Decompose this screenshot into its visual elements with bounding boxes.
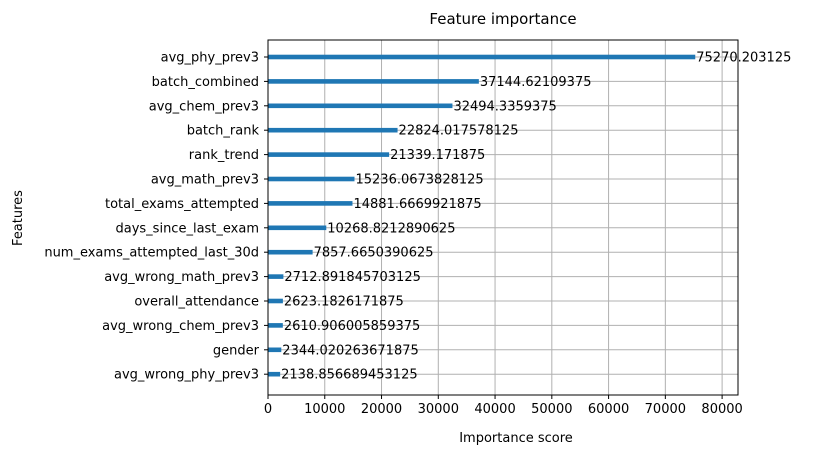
value-label: 32494.3359375 [453, 99, 556, 114]
bar [268, 323, 283, 328]
value-label: 2610.906005859375 [284, 319, 420, 334]
value-label: 75270.203125 [696, 51, 791, 66]
x-tick-label: 80000 [701, 402, 742, 417]
y-tick-label: batch_combined [152, 75, 259, 90]
y-tick-label: days_since_last_exam [116, 221, 260, 236]
value-label: 14881.6669921875 [353, 197, 481, 212]
x-tick-label: 10000 [304, 402, 345, 417]
value-label: 22824.017578125 [399, 124, 519, 139]
value-label: 15236.0673828125 [355, 173, 483, 188]
x-tick-label: 50000 [531, 402, 572, 417]
x-tick-label: 0 [264, 402, 272, 417]
bar [268, 54, 696, 60]
bar [268, 201, 353, 206]
bar [268, 127, 398, 133]
y-tick-label: avg_wrong_math_prev3 [104, 270, 259, 285]
value-label: 21339.171875 [390, 148, 485, 163]
y-tick-label: avg_wrong_phy_prev3 [114, 368, 259, 383]
value-label: 2344.020263671875 [282, 343, 418, 358]
bar [268, 176, 355, 182]
value-label: 2623.1826171875 [284, 295, 404, 310]
plot-frame [267, 39, 739, 396]
value-label: 10268.8212890625 [327, 221, 455, 236]
y-tick-label: overall_attendance [134, 295, 259, 310]
bar [268, 371, 281, 377]
value-label: 2138.856689453125 [281, 368, 417, 383]
bar [268, 79, 479, 84]
x-axis-label: Importance score [459, 431, 573, 446]
x-tick-label: 60000 [588, 402, 629, 417]
y-tick-label: batch_rank [187, 124, 260, 139]
value-label: 37144.62109375 [480, 75, 592, 90]
y-tick-label: avg_math_prev3 [151, 173, 259, 188]
bar [268, 274, 284, 279]
bars [268, 54, 696, 377]
y-tick-label: avg_wrong_chem_prev3 [102, 319, 259, 334]
y-axis-ticks: avg_phy_prev3 batch_combined avg_chem_prev… [44, 51, 268, 383]
value-labels: 75270.203125 37144.62109375 32494.3359375 2… [281, 51, 791, 383]
y-tick-label: avg_chem_prev3 [149, 99, 259, 114]
x-tick-label: 40000 [474, 402, 515, 417]
x-tick-label: 20000 [361, 402, 402, 417]
grid-lines [267, 40, 738, 395]
bar [268, 249, 313, 255]
x-axis-ticks: 0 10000 20000 30000 40000 50000 60000 70000 8000… [264, 395, 743, 417]
bar [268, 298, 283, 304]
value-label: 7857.6650390625 [314, 246, 434, 261]
chart-title: Feature importance [429, 10, 576, 28]
bar [268, 225, 327, 231]
y-tick-label: rank_trend [189, 148, 259, 163]
bar [268, 103, 453, 109]
y-tick-label: avg_phy_prev3 [161, 51, 259, 66]
value-label: 2712.891845703125 [284, 270, 420, 285]
bar [268, 152, 390, 157]
y-tick-label: gender [213, 343, 260, 358]
x-tick-label: 30000 [418, 402, 459, 417]
bar [268, 347, 282, 353]
y-axis-label: Features [11, 190, 26, 246]
y-tick-label: total_exams_attempted [105, 197, 259, 212]
y-tick-label: num_exams_attempted_last_30d [44, 246, 259, 261]
x-tick-label: 70000 [645, 402, 686, 417]
